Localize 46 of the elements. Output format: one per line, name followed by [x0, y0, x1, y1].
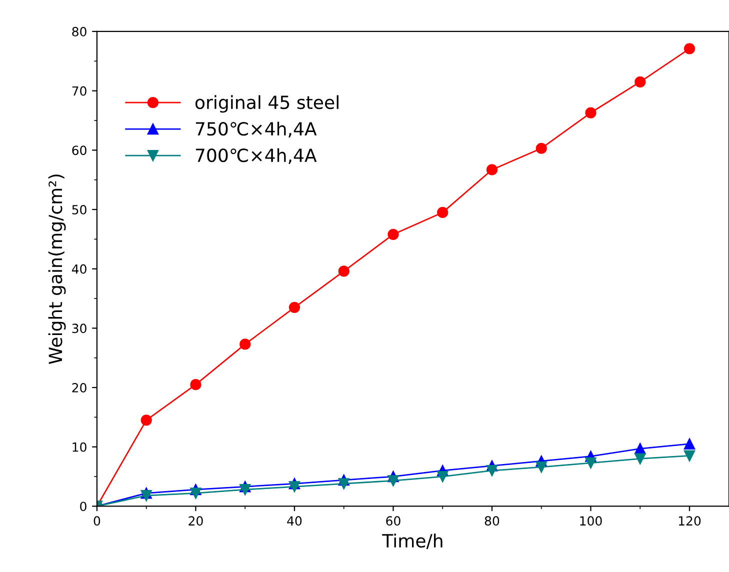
y-tick-label: 0 — [80, 502, 86, 512]
y-tick-label: 80 — [72, 26, 86, 36]
point — [486, 465, 498, 476]
point — [240, 484, 251, 496]
x-tick-label: 20 — [188, 516, 203, 526]
y-tick-label: 10 — [72, 442, 86, 452]
point — [585, 107, 596, 118]
point — [634, 76, 646, 88]
point — [536, 461, 547, 473]
point — [240, 338, 251, 350]
point — [338, 266, 350, 277]
y-tick-label: 70 — [72, 86, 86, 96]
point — [684, 438, 696, 450]
y-tick-label: 30 — [72, 324, 86, 334]
point — [338, 478, 350, 490]
y-tick-label: 50 — [72, 204, 86, 214]
y-tick-label: 60 — [72, 146, 86, 156]
x-tick-label: 40 — [287, 516, 302, 526]
point — [684, 43, 696, 54]
point — [684, 450, 696, 462]
legend-label: original 45 steel — [195, 95, 338, 113]
x-axis-title: Time/h — [382, 534, 442, 549]
y-tick-label: 20 — [72, 383, 86, 392]
x-tick-label: 100 — [580, 516, 602, 526]
point — [634, 453, 646, 464]
point — [288, 481, 300, 492]
point — [585, 457, 596, 468]
point — [190, 379, 202, 390]
point — [437, 206, 448, 218]
y-axis-title: Weight gain(mg/cm²) — [48, 174, 66, 364]
point — [288, 302, 300, 313]
point — [486, 164, 498, 176]
point — [388, 475, 399, 486]
y-tick-label: 40 — [72, 264, 86, 274]
x-tick-label: 80 — [484, 516, 500, 526]
x-tick-label: 120 — [678, 516, 701, 526]
point — [190, 488, 202, 499]
point — [140, 490, 152, 502]
point — [536, 142, 547, 154]
legend-label: 700℃×4h,4A — [196, 148, 317, 164]
point — [140, 414, 152, 426]
x-tick-label: 0 — [94, 516, 100, 526]
x-tick-label: 60 — [386, 516, 400, 526]
legend-label: 750℃×4h,4A — [196, 122, 317, 138]
point — [388, 228, 399, 240]
point — [437, 470, 448, 482]
